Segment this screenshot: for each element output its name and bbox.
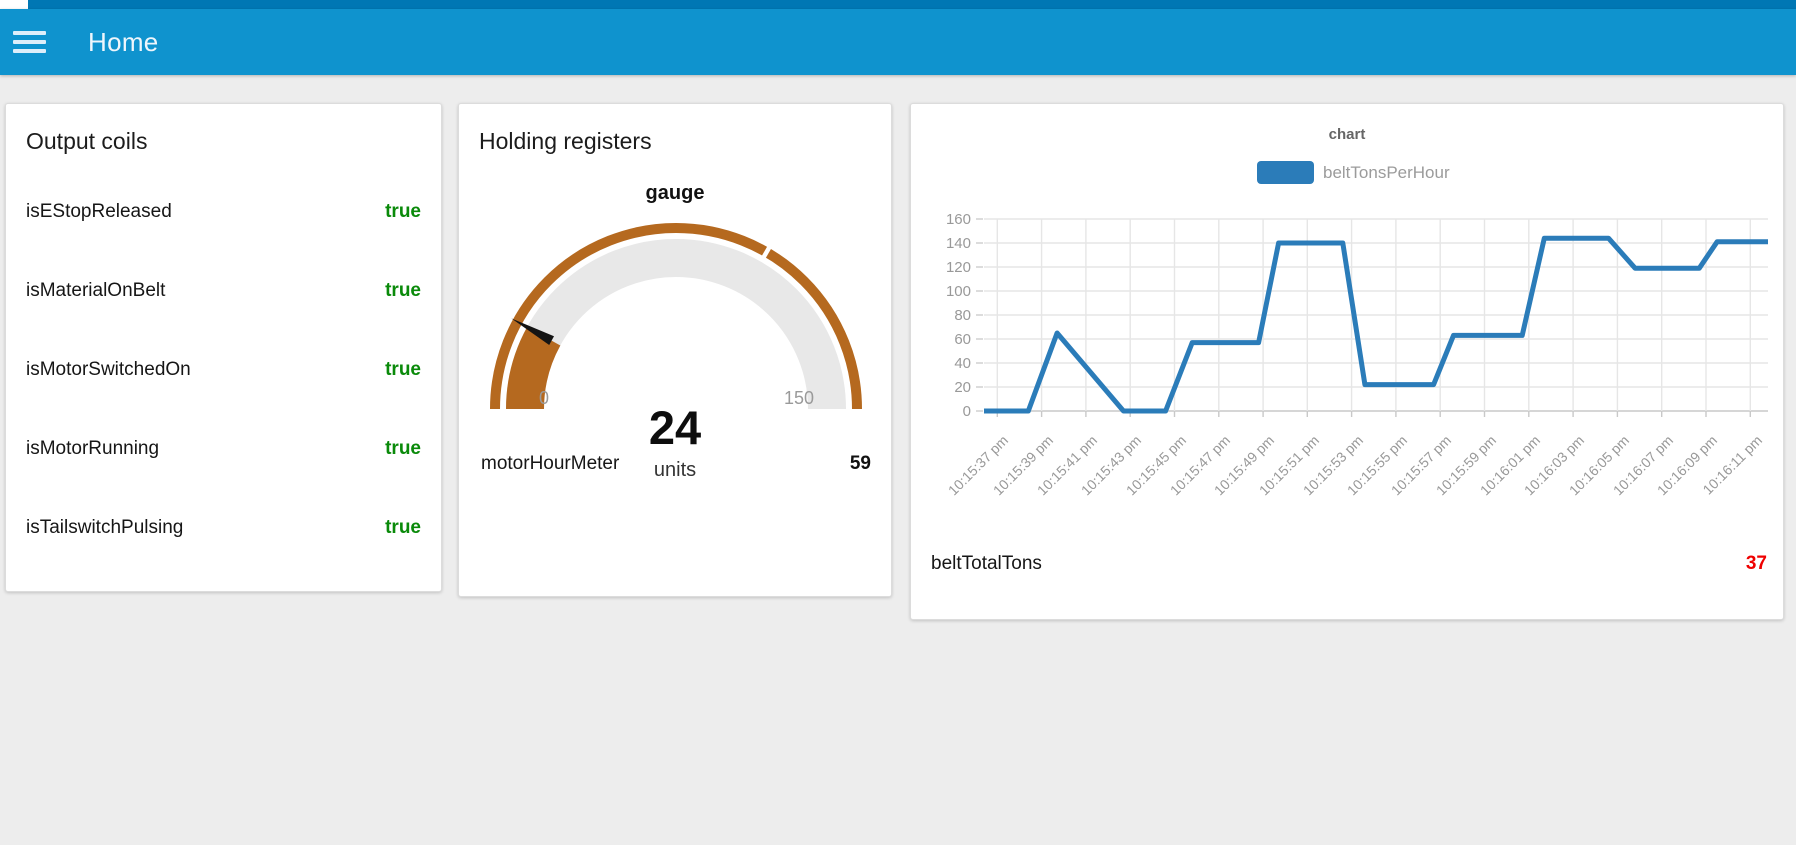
- total-row: beltTotalTons 37: [931, 544, 1767, 584]
- gauge-outer-ring: [490, 223, 862, 410]
- page-title: Home: [88, 26, 159, 57]
- chart-title: chart: [1328, 126, 1366, 143]
- coil-label: isMotorSwitchedOn: [26, 358, 191, 380]
- top-strip-corner: [0, 0, 28, 9]
- svg-text:0: 0: [963, 403, 971, 420]
- svg-text:140: 140: [946, 235, 971, 252]
- svg-text:100: 100: [946, 283, 971, 300]
- chart-card: chart beltTonsPerHour 0 20 40 60 80 100 120 140…: [910, 103, 1784, 620]
- svg-text:80: 80: [954, 307, 971, 324]
- gauge-track-arc: [506, 239, 846, 410]
- gauge-ring-gap: [759, 241, 774, 263]
- gauge-max-label: 150: [783, 388, 815, 408]
- svg-text:60: 60: [954, 331, 971, 348]
- svg-text:160: 160: [946, 211, 971, 228]
- gauge-min-label: 0: [538, 388, 549, 408]
- legend-swatch: [1257, 161, 1314, 184]
- series-line: [984, 235, 1768, 414]
- gauge-widget: [490, 223, 862, 410]
- hamburger-icon: [12, 31, 46, 53]
- coil-row: isEStopReleased true: [26, 172, 421, 251]
- coil-rows: isEStopReleased true isMaterialOnBelt true i…: [26, 172, 421, 567]
- holding-registers-card: Holding registers gauge 24 units 0 150 m…: [458, 103, 892, 597]
- output-coils-card: Output coils isEStopReleased true isMateri…: [5, 103, 442, 592]
- total-label: beltTotalTons: [931, 553, 1042, 574]
- coil-value: true: [385, 437, 421, 459]
- card-title: Holding registers: [479, 128, 652, 154]
- svg-text:40: 40: [954, 355, 971, 372]
- gauge-units: units: [653, 459, 697, 481]
- register-value: 59: [849, 453, 871, 474]
- menu-button[interactable]: [0, 9, 58, 75]
- coil-label: isTailswitchPulsing: [26, 516, 184, 538]
- legend-item[interactable]: beltTonsPerHour: [1257, 161, 1450, 184]
- register-label: motorHourMeter: [481, 453, 620, 474]
- card-title: Output coils: [26, 128, 148, 154]
- coil-value: true: [385, 200, 421, 222]
- gauge-value-arc: [506, 327, 561, 410]
- bottom-strip: [0, 845, 1796, 853]
- gauge-value: 24: [648, 401, 702, 454]
- coil-row: isMotorSwitchedOn true: [26, 330, 421, 409]
- legend-label: beltTonsPerHour: [1323, 162, 1450, 182]
- coil-row: isMaterialOnBelt true: [26, 251, 421, 330]
- app-bar: Home: [0, 9, 1796, 75]
- coil-label: isMaterialOnBelt: [26, 279, 166, 301]
- coil-value: true: [385, 358, 421, 380]
- coil-label: isEStopReleased: [26, 200, 172, 222]
- total-value: 37: [1745, 553, 1767, 574]
- coil-value: true: [385, 516, 421, 538]
- svg-text:120: 120: [946, 259, 971, 276]
- coil-row: isMotorRunning true: [26, 409, 421, 488]
- coil-value: true: [385, 279, 421, 301]
- register-row: motorHourMeter 59: [481, 444, 871, 484]
- coil-row: isTailswitchPulsing true: [26, 488, 421, 567]
- gauge-title: gauge: [645, 182, 705, 204]
- coil-label: isMotorRunning: [26, 437, 160, 459]
- gauge-needle: [511, 318, 554, 345]
- svg-text:20: 20: [954, 379, 971, 396]
- top-strip: [0, 0, 1796, 9]
- line-chart: 0 20 40 60 80 100 120 140 160: [946, 211, 1768, 420]
